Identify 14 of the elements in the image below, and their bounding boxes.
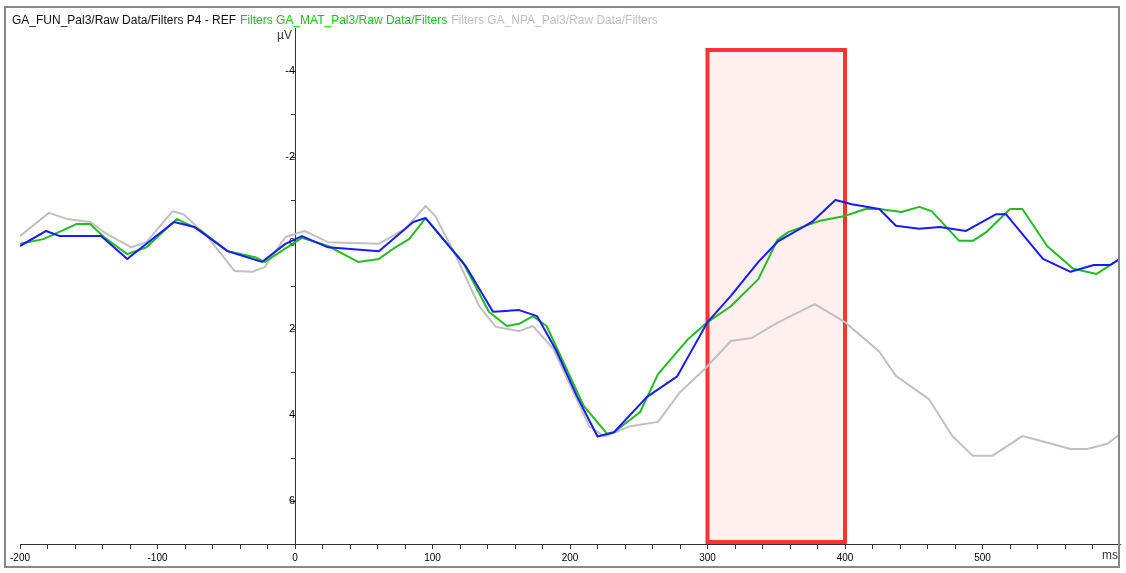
x-tick-label: 400 (836, 551, 854, 563)
y-tick-label: -2 (285, 150, 295, 163)
y-axis-title: µV (277, 28, 292, 43)
chart-title: GA_FUN_Pal3/Raw Data/Filters P4 - REF (12, 13, 237, 27)
x-tick-label: 500 (974, 551, 992, 563)
x-tick-label: -100 (147, 551, 168, 563)
x-tick-label: -200 (9, 551, 31, 563)
text: Filters GA_MAT_Pal3/Raw Data/Filters (240, 13, 448, 27)
y-tick-label: -4 (285, 64, 295, 77)
x-tick-label: 100 (424, 551, 442, 563)
x-axis-title: ms (1102, 548, 1118, 563)
x-tick-label: 200 (561, 551, 579, 563)
text: Filters GA_NPA_Pal3/Raw Data/Filters (451, 13, 658, 27)
x-tick-label: 300 (699, 551, 717, 563)
